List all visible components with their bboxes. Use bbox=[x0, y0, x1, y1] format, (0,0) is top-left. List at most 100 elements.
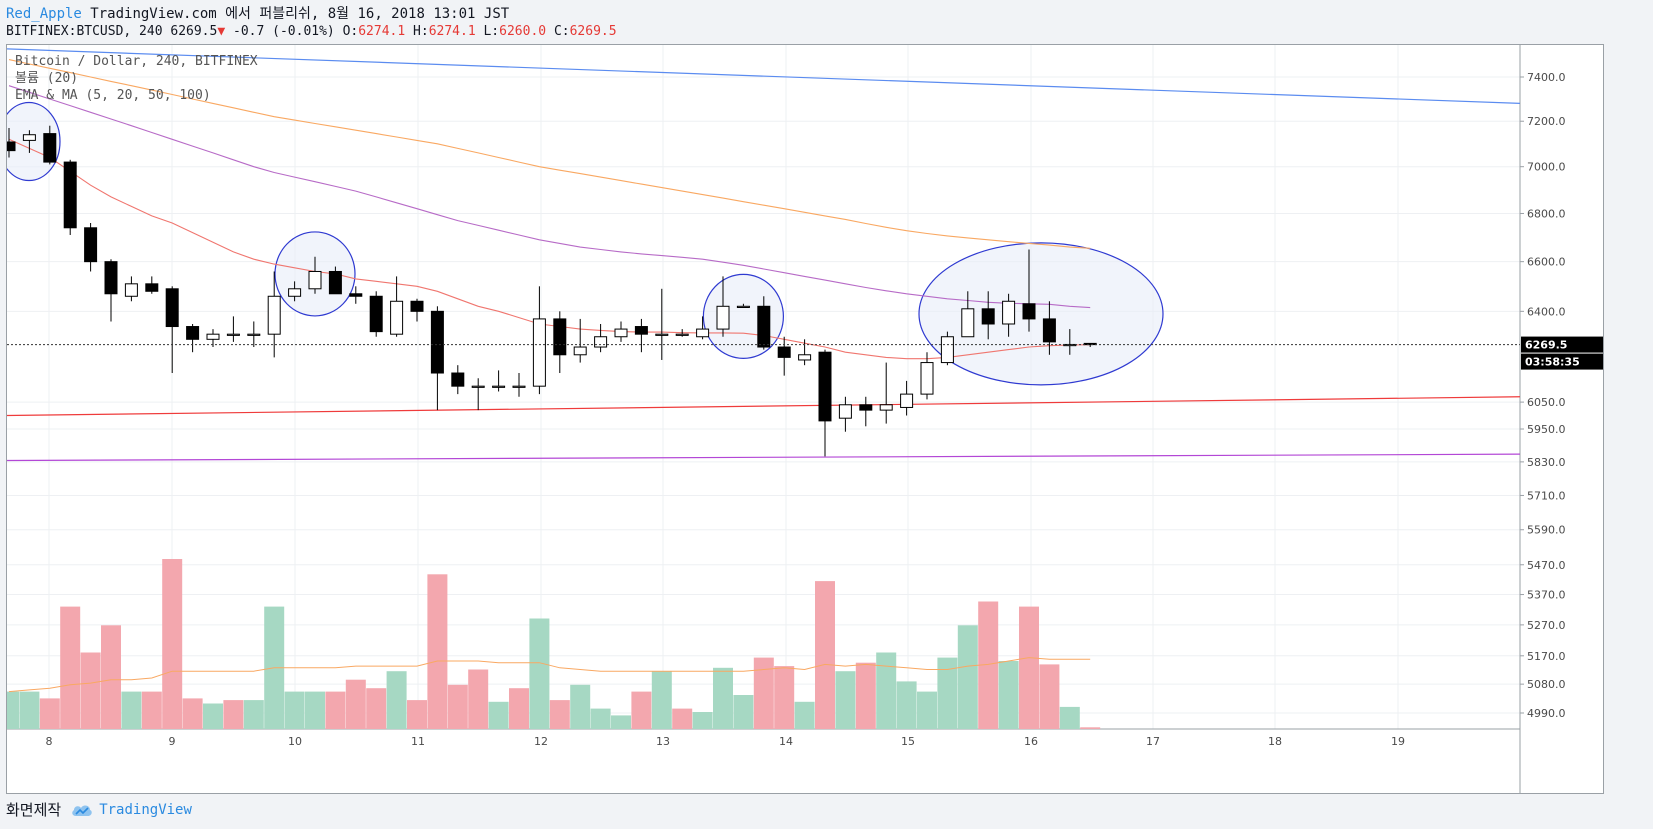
price-tick-label: 7200.0 bbox=[1527, 115, 1566, 128]
x-tick-label: 16 bbox=[1024, 735, 1038, 748]
volume-bar bbox=[835, 671, 856, 729]
x-tick-label: 13 bbox=[656, 735, 670, 748]
candle-body bbox=[63, 161, 77, 229]
candle-body bbox=[430, 310, 444, 374]
highlight-circle bbox=[702, 273, 785, 359]
volume-bar bbox=[407, 700, 427, 729]
candle-body bbox=[22, 134, 36, 141]
candle-body bbox=[655, 333, 669, 336]
volume-bar bbox=[305, 691, 325, 729]
chart-pane[interactable]: 8 9 10 11 12 13 14 15 16 17 18 19 4990.0 5080.0 5170.0… bbox=[6, 44, 1604, 794]
candle-body bbox=[451, 372, 465, 387]
candle-body bbox=[7, 141, 16, 152]
price-tick-label: 6800.0 bbox=[1527, 207, 1566, 220]
footer: 화면제작 TradingView bbox=[6, 798, 192, 822]
high-label: H: bbox=[413, 24, 429, 39]
legend-series[interactable]: Bitcoin / Dollar, 240, BITFINEX bbox=[15, 54, 258, 69]
candle-body bbox=[696, 328, 710, 338]
candle-body bbox=[390, 300, 404, 335]
volume-bar bbox=[651, 671, 672, 729]
open-label: O: bbox=[342, 24, 359, 39]
candle-body bbox=[328, 270, 342, 295]
candle-body bbox=[777, 346, 791, 358]
tradingview-cloud-icon[interactable] bbox=[71, 803, 93, 817]
candle-body bbox=[124, 283, 138, 297]
volume-bar bbox=[447, 684, 468, 729]
volume-bar bbox=[162, 559, 183, 729]
volume-bar bbox=[427, 574, 448, 729]
last-price: 6269.5 bbox=[170, 24, 218, 39]
volume-bar bbox=[203, 703, 223, 729]
volume-bar bbox=[733, 695, 754, 729]
volume-bar bbox=[141, 691, 162, 729]
x-tick-label: 10 bbox=[288, 735, 302, 748]
volume-bar bbox=[121, 691, 142, 729]
candle-body bbox=[920, 362, 934, 395]
x-tick-label: 17 bbox=[1146, 735, 1160, 748]
volume-bar bbox=[39, 698, 60, 729]
candle-body bbox=[226, 333, 240, 336]
price-tick-label: 5950.0 bbox=[1527, 423, 1566, 436]
last-price-tag bbox=[1521, 336, 1603, 353]
x-tick-label: 19 bbox=[1391, 735, 1405, 748]
candle-body bbox=[1083, 342, 1097, 346]
candle-body bbox=[1022, 303, 1036, 320]
volume-bar bbox=[284, 691, 305, 729]
countdown-tag bbox=[1521, 353, 1603, 370]
tradingview-brand[interactable]: TradingView bbox=[99, 802, 192, 818]
volume-bar bbox=[855, 662, 876, 729]
price-change: -0.7 (-0.01%) bbox=[233, 24, 335, 39]
x-tick-label: 14 bbox=[779, 735, 793, 748]
volume-bar bbox=[80, 652, 101, 729]
close-value: 6269.5 bbox=[569, 24, 617, 39]
price-tick-label: 4990.0 bbox=[1527, 707, 1566, 720]
candle-body bbox=[410, 300, 424, 312]
candle-body bbox=[818, 351, 832, 422]
countdown-label: 03:58:35 bbox=[1525, 356, 1580, 369]
legend-volume[interactable]: 볼륨 (20) bbox=[15, 71, 79, 86]
candle-body bbox=[940, 336, 954, 364]
candle-body bbox=[186, 326, 200, 340]
close-label: C: bbox=[553, 24, 570, 39]
candle-body bbox=[900, 393, 914, 408]
candle-body bbox=[532, 318, 546, 387]
author-name[interactable]: Red_Apple bbox=[6, 6, 82, 22]
volume-bar bbox=[917, 691, 937, 729]
volume-bar bbox=[509, 688, 529, 729]
price-tick-label: 5370.0 bbox=[1527, 589, 1566, 602]
candle-body bbox=[981, 308, 995, 325]
price-tick-label: 5710.0 bbox=[1527, 489, 1566, 502]
candle-body bbox=[512, 385, 526, 388]
legend-ema[interactable]: EMA & MA (5, 20, 50, 100) bbox=[15, 88, 211, 103]
last-price-label: 6269.5 bbox=[1525, 339, 1567, 352]
price-tick-label: 7000.0 bbox=[1527, 161, 1566, 174]
volume-bar bbox=[876, 652, 897, 729]
candle-body bbox=[634, 326, 648, 335]
price-tick-label: 6400.0 bbox=[1527, 305, 1566, 318]
candle-body bbox=[757, 305, 771, 348]
volume-bar bbox=[937, 657, 958, 729]
volume-bar bbox=[386, 671, 407, 729]
price-tick-label: 5470.0 bbox=[1527, 559, 1566, 572]
volume-bar bbox=[957, 625, 978, 729]
volume-bar bbox=[978, 601, 999, 729]
volume-bar bbox=[488, 701, 509, 729]
candle-body bbox=[471, 385, 485, 388]
volume-bar bbox=[243, 700, 264, 729]
volume-bar bbox=[713, 667, 733, 729]
candle-body bbox=[573, 346, 587, 356]
volume-bar bbox=[19, 691, 40, 729]
volume-bar bbox=[815, 581, 835, 729]
price-chart[interactable]: 8 9 10 11 12 13 14 15 16 17 18 19 4990.0 5080.0 5170.0… bbox=[7, 45, 1603, 793]
candle-body bbox=[594, 336, 608, 348]
candle-body bbox=[369, 295, 383, 333]
volume-bar bbox=[794, 701, 815, 729]
candle-body bbox=[84, 227, 98, 263]
trendline-purple-support bbox=[7, 453, 1521, 462]
candle-body bbox=[349, 293, 363, 297]
x-tick-label: 15 bbox=[901, 735, 915, 748]
x-tick-label: 12 bbox=[534, 735, 548, 748]
volume-ma-line bbox=[8, 657, 1091, 693]
volume-bar bbox=[998, 661, 1019, 729]
price-tick-label: 6600.0 bbox=[1527, 256, 1566, 269]
